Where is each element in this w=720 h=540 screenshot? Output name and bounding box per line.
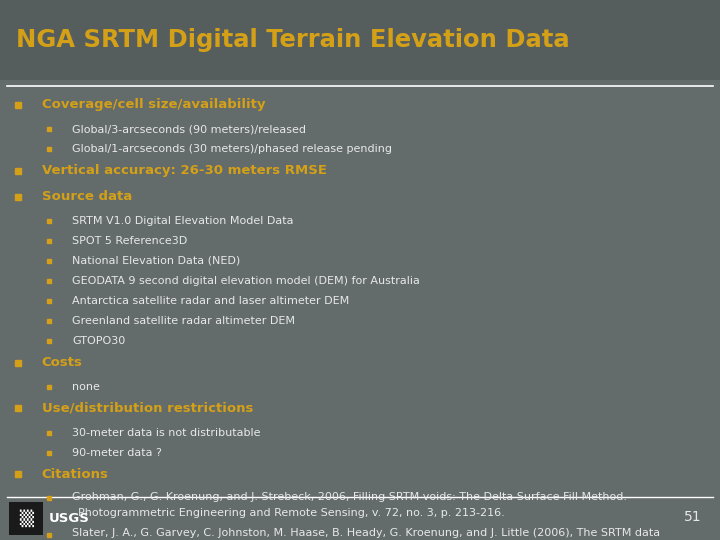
Text: Costs: Costs <box>42 356 83 369</box>
Text: Source data: Source data <box>42 190 132 203</box>
Text: USGS: USGS <box>49 512 90 525</box>
Text: Antarctica satellite radar and laser altimeter DEM: Antarctica satellite radar and laser alt… <box>72 296 349 306</box>
Text: GEODATA 9 second digital elevation model (DEM) for Australia: GEODATA 9 second digital elevation model… <box>72 276 420 286</box>
Text: SRTM V1.0 Digital Elevation Model Data: SRTM V1.0 Digital Elevation Model Data <box>72 216 294 226</box>
Text: 51: 51 <box>685 510 702 524</box>
Text: 30-meter data is not distributable: 30-meter data is not distributable <box>72 428 261 437</box>
Text: ▒: ▒ <box>19 509 33 528</box>
Bar <box>9 502 43 535</box>
Text: Slater, J. A., G. Garvey, C. Johnston, M. Haase, B. Heady, G. Kroenung, and J. L: Slater, J. A., G. Garvey, C. Johnston, M… <box>72 528 660 538</box>
Text: Greenland satellite radar altimeter DEM: Greenland satellite radar altimeter DEM <box>72 316 295 326</box>
Text: GTOPO30: GTOPO30 <box>72 336 125 346</box>
Text: NGA SRTM Digital Terrain Elevation Data: NGA SRTM Digital Terrain Elevation Data <box>16 28 570 52</box>
Text: none: none <box>72 382 100 392</box>
Text: Use/distribution restrictions: Use/distribution restrictions <box>42 402 253 415</box>
Text: 90-meter data ?: 90-meter data ? <box>72 448 162 457</box>
Text: Citations: Citations <box>42 468 109 481</box>
Text: SPOT 5 Reference3D: SPOT 5 Reference3D <box>72 236 187 246</box>
Text: Grohman, G., G. Kroenung, and J. Strebeck, 2006, Filling SRTM voids: The Delta S: Grohman, G., G. Kroenung, and J. Strebec… <box>72 491 627 502</box>
Text: Photogrammetric Engineering and Remote Sensing, v. 72, no. 3, p. 213-216.: Photogrammetric Engineering and Remote S… <box>78 508 505 518</box>
Text: Coverage/cell size/availability: Coverage/cell size/availability <box>42 98 265 111</box>
Text: Global/1-arcseconds (30 meters)/phased release pending: Global/1-arcseconds (30 meters)/phased r… <box>72 144 392 154</box>
Text: Global/3-arcseconds (90 meters)/released: Global/3-arcseconds (90 meters)/released <box>72 124 306 134</box>
Text: National Elevation Data (NED): National Elevation Data (NED) <box>72 256 240 266</box>
Text: Vertical accuracy: 26-30 meters RMSE: Vertical accuracy: 26-30 meters RMSE <box>42 164 327 177</box>
Bar <box>0 0 720 80</box>
